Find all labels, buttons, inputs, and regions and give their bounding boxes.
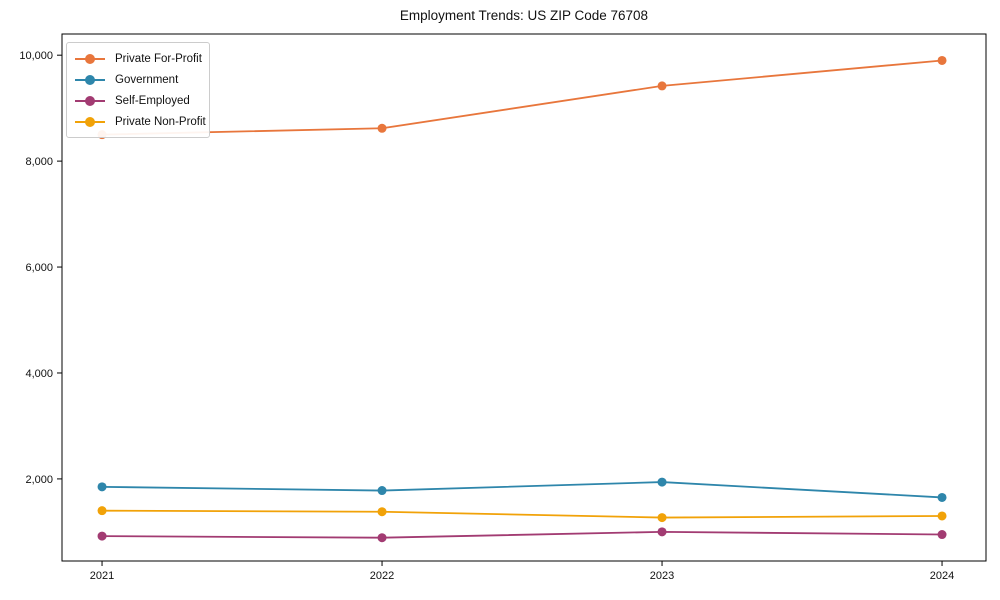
x-tick-label: 2022 [370,570,394,582]
data-point-government-2024 [937,492,947,502]
series-line-government [101,481,943,499]
legend: Private For-Profit Government Self-Employe… [66,42,210,138]
y-tick-label: 4,000 [25,368,53,380]
data-point-self-employed-2021 [97,531,107,541]
x-tick-label: 2023 [650,570,674,582]
data-point-government-2023 [657,477,667,487]
legend-item-private-for-profit: Private For-Profit [74,48,202,69]
chart-title: Employment Trends: US ZIP Code 76708 [399,8,649,23]
legend-marker-government [75,74,105,85]
data-point-private-for-profit-2022 [377,123,387,133]
x-tick-label: 2021 [90,570,114,582]
data-point-self-employed-2022 [377,533,387,543]
legend-label-self-employed: Self-Employed [115,94,190,107]
data-point-private-for-profit-2023 [657,81,667,91]
data-point-private-non-profit-2024 [937,511,947,521]
data-point-private-non-profit-2023 [657,513,667,523]
data-point-government-2022 [377,486,387,496]
y-tick-label: 8,000 [25,156,53,168]
data-point-private-for-profit-2024 [937,55,947,65]
legend-label-private-non-profit: Private Non-Profit [115,115,206,128]
legend-item-self-employed: Self-Employed [74,90,201,111]
legend-item-private-non-profit: Private Non-Profit [74,111,206,132]
legend-marker-self-employed [75,95,105,106]
data-point-government-2021 [97,482,107,492]
series-line-private-non-profit [101,509,943,519]
series-line-private-for-profit [101,59,943,136]
y-tick-label: 2,000 [25,474,53,486]
legend-marker-private-non-profit [75,116,105,127]
data-point-self-employed-2024 [937,530,947,540]
legend-label-private-for-profit: Private For-Profit [115,52,202,65]
y-tick-label: 6,000 [25,262,53,274]
legend-marker-private-for-profit [75,53,105,64]
legend-item-government: Government [74,69,201,90]
y-tick-label: 10,000 [19,50,53,62]
data-point-private-non-profit-2022 [377,507,387,517]
series-line-self-employed [101,530,943,539]
x-tick-label: 2024 [930,570,954,582]
data-point-private-non-profit-2021 [97,506,107,516]
legend-label-government: Government [115,73,179,86]
data-point-self-employed-2023 [657,527,667,537]
axes-spines [61,33,987,562]
